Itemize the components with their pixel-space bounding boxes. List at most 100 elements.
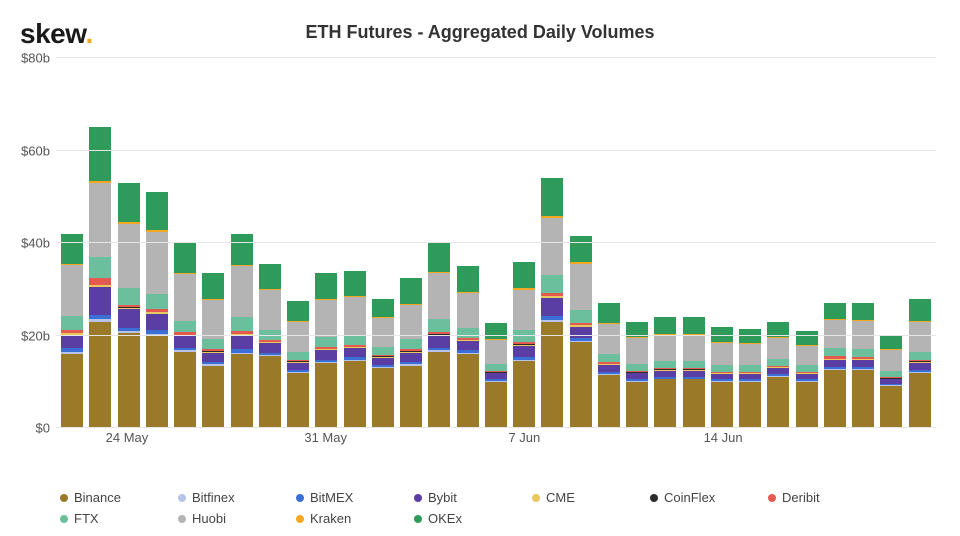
legend-swatch <box>296 515 304 523</box>
bar-segment-okex <box>202 273 224 299</box>
y-tick-label: $80b <box>21 51 50 66</box>
legend-item-bitfinex[interactable]: Bitfinex <box>178 490 256 505</box>
bar-segment-binance <box>880 386 902 428</box>
legend-item-binance[interactable]: Binance <box>60 490 138 505</box>
legend-label: Bitfinex <box>192 490 235 505</box>
bar-segment-ftx <box>400 339 422 349</box>
bar-segment-bybit <box>315 350 337 359</box>
bar-segment-okex <box>541 178 563 216</box>
legend-label: OKEx <box>428 511 462 526</box>
bar-segment-bybit <box>231 336 253 350</box>
bar-segment-huobi <box>909 322 931 352</box>
bar-segment-binance <box>654 379 676 428</box>
bar-segment-huobi <box>513 290 535 331</box>
bar-segment-huobi <box>174 274 196 320</box>
bar-segment-okex <box>287 301 309 321</box>
legend-item-kraken[interactable]: Kraken <box>296 511 374 526</box>
bar-segment-binance <box>513 361 535 428</box>
bar <box>344 271 366 428</box>
bar-segment-ftx <box>654 361 676 368</box>
bar-segment-ftx <box>89 257 111 278</box>
bar-segment-bybit <box>824 360 846 367</box>
legend-swatch <box>414 515 422 523</box>
y-tick-label: $60b <box>21 143 50 158</box>
bar-segment-ftx <box>598 354 620 362</box>
bar-segment-ftx <box>485 364 507 371</box>
legend-item-coinflex[interactable]: CoinFlex <box>650 490 728 505</box>
bar-segment-bybit <box>570 327 592 339</box>
bar-segment-ftx <box>541 275 563 292</box>
bar-segment-binance <box>767 377 789 428</box>
bar-segment-bybit <box>909 363 931 370</box>
legend-item-bitmex[interactable]: BitMEX <box>296 490 374 505</box>
bar-segment-binance <box>598 375 620 428</box>
bar-segment-okex <box>739 329 761 344</box>
legend-swatch <box>60 515 68 523</box>
bar-segment-huobi <box>485 340 507 364</box>
grid-line <box>56 242 936 243</box>
chart-title: ETH Futures - Aggregated Daily Volumes <box>0 22 960 43</box>
bar-segment-binance <box>315 363 337 428</box>
legend-swatch <box>296 494 304 502</box>
legend-item-okex[interactable]: OKEx <box>414 511 492 526</box>
grid-line <box>56 57 936 58</box>
legend-item-cme[interactable]: CME <box>532 490 610 505</box>
bar <box>315 273 337 428</box>
bar-segment-okex <box>118 183 140 222</box>
bar <box>739 329 761 428</box>
legend-item-huobi[interactable]: Huobi <box>178 511 256 526</box>
legend-item-bybit[interactable]: Bybit <box>414 490 492 505</box>
bar-segment-okex <box>683 317 705 334</box>
bar-segment-ftx <box>626 364 648 371</box>
y-tick-label: $40b <box>21 236 50 251</box>
legend-label: Huobi <box>192 511 226 526</box>
bar-segment-okex <box>259 264 281 289</box>
bar-segment-okex <box>598 303 620 323</box>
bar-segment-okex <box>146 192 168 230</box>
bar-segment-bybit <box>118 309 140 328</box>
x-axis: 24 May 31 May 7 Jun 14 Jun <box>56 430 936 450</box>
bar <box>598 303 620 428</box>
bar <box>231 234 253 428</box>
bar <box>118 183 140 428</box>
bar-segment-huobi <box>767 338 789 359</box>
x-tick-label: 24 May <box>106 430 149 445</box>
legend-label: Bybit <box>428 490 457 505</box>
bar-segment-okex <box>428 243 450 272</box>
bar-segment-huobi <box>570 264 592 310</box>
bar-segment-huobi <box>231 266 253 317</box>
legend-swatch <box>178 515 186 523</box>
x-tick-label: 31 May <box>304 430 347 445</box>
bar-segment-bybit <box>513 346 535 357</box>
bar-segment-huobi <box>118 224 140 289</box>
y-tick-label: $20b <box>21 328 50 343</box>
bars-container <box>56 58 936 428</box>
bar-segment-ftx <box>428 319 450 331</box>
bar-segment-ftx <box>315 337 337 347</box>
x-tick-label: 14 Jun <box>704 430 743 445</box>
bar-segment-binance <box>89 322 111 428</box>
bar-segment-okex <box>485 323 507 339</box>
bar-segment-ftx <box>174 321 196 333</box>
bar-segment-binance <box>852 370 874 428</box>
bar-segment-ftx <box>372 347 394 355</box>
bar <box>259 264 281 428</box>
x-tick-label: 7 Jun <box>508 430 540 445</box>
bar-segment-okex <box>372 299 394 318</box>
grid-line <box>56 335 936 336</box>
bar <box>400 278 422 428</box>
bar-segment-okex <box>400 278 422 304</box>
legend-item-deribit[interactable]: Deribit <box>768 490 846 505</box>
legend-swatch <box>532 494 540 502</box>
bar-segment-bybit <box>89 287 111 315</box>
legend-item-ftx[interactable]: FTX <box>60 511 138 526</box>
bar-segment-binance <box>457 354 479 428</box>
legend-swatch <box>768 494 776 502</box>
bar-segment-ftx <box>457 328 479 338</box>
legend-swatch <box>414 494 422 502</box>
bar-segment-bybit <box>852 360 874 367</box>
bar-segment-binance <box>372 368 394 428</box>
bar <box>711 327 733 428</box>
legend-label: FTX <box>74 511 99 526</box>
bar <box>796 331 818 428</box>
